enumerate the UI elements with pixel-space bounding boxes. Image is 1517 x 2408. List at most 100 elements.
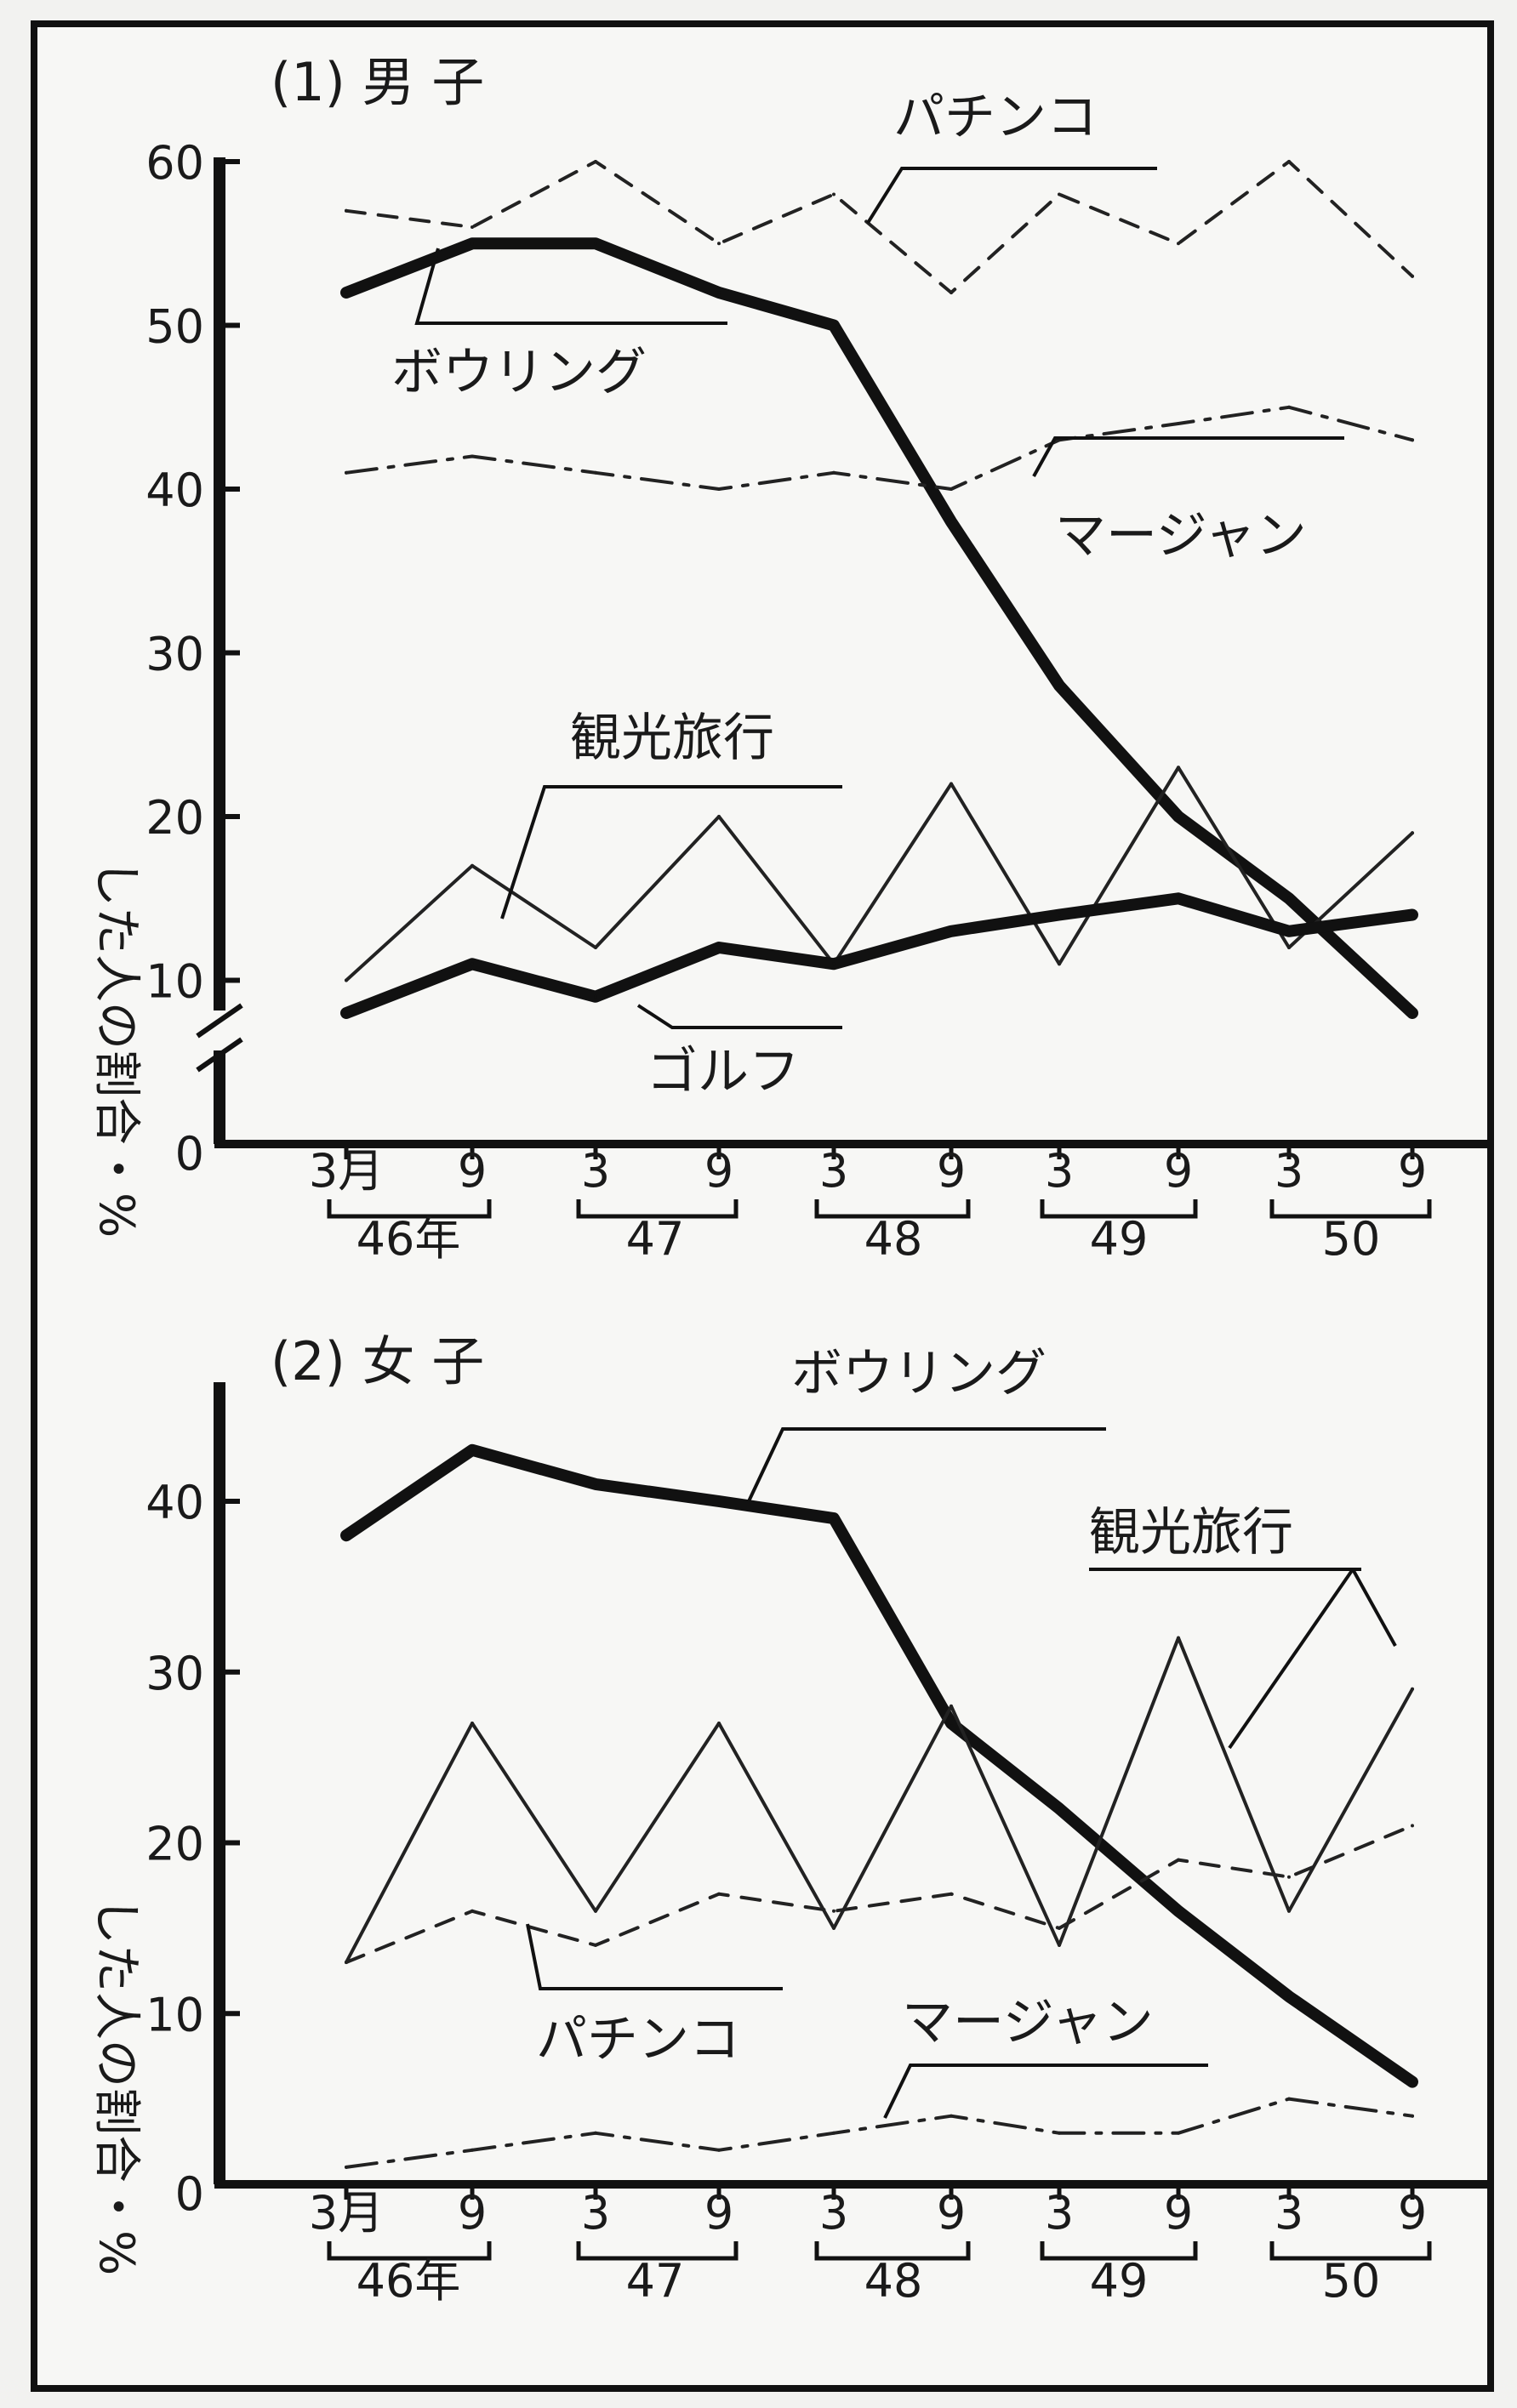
data-point (594, 1482, 597, 1486)
data-point (1177, 422, 1180, 425)
data-point (1058, 1943, 1061, 1947)
year-label: 50 (1322, 2254, 1381, 2308)
data-point (717, 242, 721, 246)
x-tick-label: 3 (1275, 1144, 1303, 1198)
year-bracket (327, 2241, 492, 2261)
y-tick-label: 0 (175, 1127, 204, 1181)
data-point (594, 994, 597, 999)
x-tick-labels: 3月 9 3 9 3 9 3 9 3 9 46年 47 48 49 50 (309, 1144, 1432, 1266)
label-mahjong: マージャン (1032, 436, 1344, 566)
data-point (950, 1892, 953, 1896)
year-label: 47 (626, 2254, 685, 2308)
y-axis-label: した人の割合・% (88, 859, 144, 1238)
data-point (1058, 2131, 1061, 2135)
data-point (1287, 2097, 1291, 2101)
data-point (470, 454, 474, 458)
x-tick-label: 9 (1398, 1144, 1427, 1198)
series-label: マージャン (1055, 506, 1307, 566)
data-point (470, 2148, 474, 2152)
data-point (1411, 2080, 1414, 2084)
data-point (1058, 913, 1061, 917)
data-point (594, 470, 597, 475)
series-line-1 (345, 1636, 1414, 1964)
data-point (832, 470, 835, 475)
data-point (594, 1909, 597, 1913)
data-point (1177, 1636, 1180, 1640)
data-point (1177, 815, 1180, 818)
data-point (832, 1926, 835, 1930)
series-line-0 (345, 160, 1414, 294)
year-bracket (1040, 1199, 1198, 1219)
year-bracket (576, 2241, 739, 2261)
data-point (950, 520, 953, 524)
data-point (1411, 2114, 1414, 2118)
axis-break-mark (196, 1037, 243, 1073)
label-pachinko: パチンコ (526, 1923, 783, 2069)
data-point (1287, 897, 1291, 901)
data-point (345, 978, 348, 982)
chart-title: (1) 男 子 (271, 51, 484, 113)
data-point (1058, 1926, 1061, 1930)
y-tick-label: 20 (145, 1818, 204, 1871)
series-label: ボウリング (391, 343, 647, 402)
data-point (1058, 684, 1061, 687)
year-label: 50 (1322, 1212, 1381, 1266)
x-tick-label: 3 (1275, 2186, 1303, 2240)
series-line-3 (345, 766, 1414, 982)
series-line-3 (345, 2097, 1414, 2169)
data-point (1058, 192, 1061, 196)
year-bracket (1040, 2241, 1198, 2261)
data-point (1177, 897, 1180, 901)
data-point (1287, 405, 1291, 409)
year-bracket (814, 1199, 971, 1219)
chart-title: (2) 女 子 (271, 1330, 484, 1392)
year-label: 49 (1090, 1212, 1149, 1266)
label-sightseeing: 観光旅行 (1089, 1503, 1397, 1750)
data-point (950, 487, 953, 491)
data-point (345, 1011, 348, 1015)
year-label: 48 (864, 1212, 923, 1266)
x-tick-label: 3 (581, 2186, 610, 2240)
x-tick-label: 9 (1164, 2186, 1193, 2240)
data-point (717, 815, 721, 818)
x-tick-label: 9 (704, 2186, 733, 2240)
x-tick-label: 9 (1398, 2186, 1427, 2240)
series-label: マージャン (902, 1993, 1154, 2052)
data-point (345, 470, 348, 475)
series-label: ゴルフ (647, 1042, 800, 1102)
data-point (832, 1517, 835, 1521)
x-tick-labels: 3月 9 3 9 3 9 3 9 3 9 46年 47 48 49 50 (309, 2184, 1432, 2308)
data-point (1177, 766, 1180, 770)
year-bracket (327, 1199, 492, 1219)
series-line-2 (345, 405, 1414, 491)
y-tick-label: 30 (145, 1647, 204, 1700)
data-point (717, 1500, 721, 1503)
data-point (470, 225, 474, 229)
data-point (594, 160, 597, 163)
series-label: 観光旅行 (570, 709, 774, 768)
data-point (832, 192, 835, 196)
year-bracket (1269, 1199, 1432, 1219)
year-bracket (1269, 2241, 1432, 2261)
series-line-0 (340, 1443, 1418, 2088)
label-golf: ゴルフ (636, 1004, 842, 1102)
data-point (1287, 946, 1291, 949)
y-ticks: 0 10 20 30 40 (145, 1476, 240, 2221)
series-label: パチンコ (893, 88, 1098, 147)
data-point (1287, 1909, 1291, 1913)
y-axis-label: した人の割合・% (88, 1897, 144, 2275)
x-tick-label: 9 (1164, 1144, 1193, 1198)
x-tick-label: 9 (458, 1144, 487, 1198)
x-tick-label: 3 (819, 1144, 848, 1198)
data-point (1411, 438, 1414, 442)
y-tick-label: 0 (175, 2167, 204, 2221)
data-point (717, 291, 721, 294)
x-tick-label: 3月 (309, 2186, 384, 2240)
y-tick-label: 10 (145, 955, 204, 1009)
x-tick-label: 9 (937, 1144, 966, 1198)
data-point (1177, 1858, 1180, 1862)
year-label: 47 (626, 1212, 685, 1266)
data-point (950, 1704, 953, 1708)
data-point (717, 946, 721, 949)
